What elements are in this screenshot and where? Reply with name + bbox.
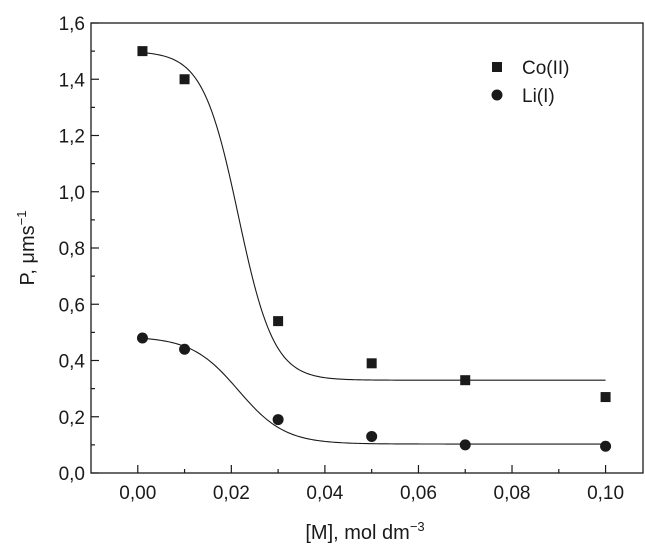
x-axis: 0,00 0,02 0,04 0,06 0,08 0,10 [119,465,624,504]
y-tick-label: 0,2 [59,408,85,429]
legend: Co(II) Li(I) [491,58,570,107]
legend-marker-square [492,62,502,72]
data-point-circle [136,332,148,344]
data-point-circle [272,414,284,426]
data-point-square [179,74,190,85]
data-point-square [600,392,611,403]
y-tick-label: 0,4 [59,352,86,373]
legend-label: Co(II) [522,58,570,79]
data-point-circle [600,440,612,452]
x-tick-label: 0,02 [213,483,250,504]
plot-frame [90,22,644,474]
data-point-square [460,375,471,386]
y-axis-title-superscript: −1 [14,211,29,226]
y-tick-label: 0,6 [59,295,85,316]
x-tick-label: 0,00 [119,483,156,504]
data-point-square [366,358,377,369]
y-axis-title: P, μms−1 [14,211,39,286]
y-tick-label: 1,0 [59,183,85,204]
y-tick-label: 1,2 [59,127,85,148]
fit-curve [142,337,606,445]
legend-marker-circle [491,89,503,101]
x-axis-title-superscript: −3 [410,519,425,534]
legend-label: Li(I) [522,86,555,107]
data-point-square [137,46,148,57]
y-axis-title-text: P, μms [17,225,39,285]
data-point-circle [459,439,471,451]
x-axis-title-text: [M], mol dm [305,522,409,544]
y-axis: 0,0 0,2 0,4 0,6 0,8 1,0 1,2 1,4 1,6 [59,14,99,485]
x-tick-label: 0,10 [587,483,624,504]
fit-curve [142,52,606,381]
y-tick-label: 1,4 [59,70,86,91]
x-axis-title: [M], mol dm−3 [305,519,424,544]
x-tick-label: 0,04 [306,483,343,504]
data-markers [136,46,612,452]
y-tick-label: 1,6 [59,14,85,35]
data-point-circle [366,430,378,442]
x-tick-label: 0,06 [400,483,437,504]
y-tick-label: 0,0 [59,464,85,485]
data-point-square [273,316,284,327]
x-tick-label: 0,08 [494,483,531,504]
fit-curves [142,52,606,445]
data-point-circle [179,343,191,355]
y-tick-label: 0,8 [59,239,85,260]
